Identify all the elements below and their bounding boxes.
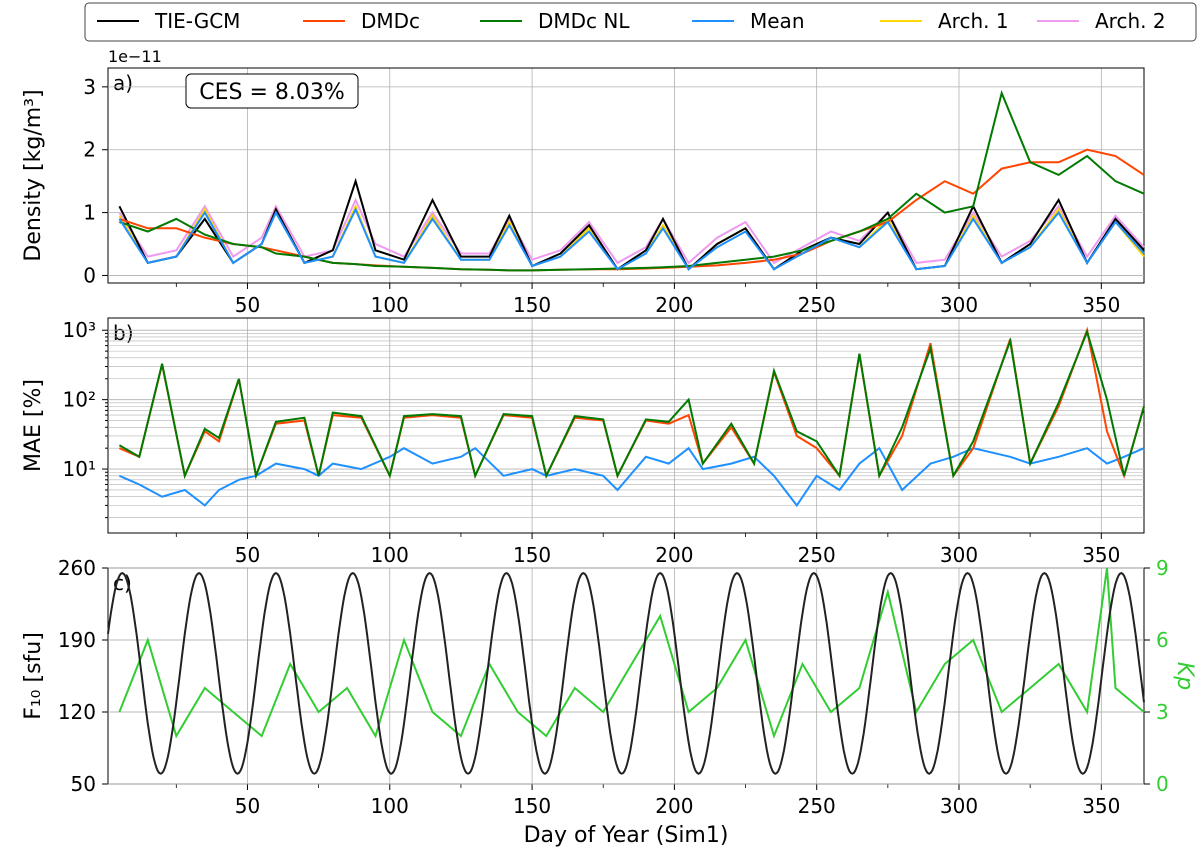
y-tick-label: 3 (83, 75, 96, 99)
x-tick-label: 100 (371, 293, 409, 317)
series-f10 (107, 571, 1145, 775)
y-right-axis-label: Kp (1172, 662, 1197, 690)
ces-annotation: CES = 8.03% (185, 73, 359, 109)
y-tick-label: 0 (83, 263, 96, 287)
y-tick-label: 50 (71, 772, 96, 796)
offset-label: 1e−11 (108, 47, 162, 66)
x-tick-label: 200 (655, 543, 693, 567)
x-tick-label: 200 (655, 794, 693, 818)
series-kp (118, 567, 1145, 740)
legend-label-0: TIE-GCM (154, 9, 240, 33)
y-axis-label: F₁₀ [sfu] (21, 632, 46, 720)
y-tick-label: 10² (63, 388, 96, 412)
y-axis-label: Density [kg/m³] (21, 89, 46, 261)
x-tick-label: 100 (371, 794, 409, 818)
legend-label-2: DMDc NL (538, 9, 630, 33)
legend: TIE-GCM DMDc DMDc NL Mean Arch. 1 Arch. 2 (84, 2, 1197, 42)
axes-frame (107, 317, 1145, 534)
panel-b-mae: 50 100 150 200 250 300 350 b) 10¹ 10² 10³ MAE [%] (21, 317, 1145, 567)
annotation-box (185, 73, 359, 109)
y-tick-label: 10¹ (63, 457, 96, 481)
legend-label-5: Arch. 2 (1095, 9, 1166, 33)
series-mean (118, 446, 1145, 508)
legend-label-1: DMDc (361, 9, 420, 33)
x-axis-label: Day of Year (Sim1) (524, 823, 729, 848)
legend-label-3: Mean (750, 9, 805, 33)
series-dmdc-nl (118, 328, 1145, 480)
x-tick-label: 150 (513, 543, 551, 567)
annotation-text: CES = 8.03% (199, 80, 345, 105)
y-tick-label: 190 (58, 628, 96, 652)
x-tick-label: 150 (513, 293, 551, 317)
panel-label: b) (113, 321, 134, 345)
y-tick-label: 260 (58, 556, 96, 580)
x-tick-label: 250 (798, 293, 836, 317)
axes-frame (107, 567, 1145, 785)
x-tick-label: 50 (235, 543, 260, 567)
y-right-tick-label: 9 (1156, 556, 1169, 580)
x-tick-label: 150 (513, 794, 551, 818)
panel-a-density: 50 100 150 200 250 300 350 a) 0 1 2 3 1e−11 Density [… (21, 47, 1145, 317)
panel-c-f10-kp: 50 100 150 200 250 300 350 c) 50 120 190 260 0 3 6 9 F₁₀… (21, 556, 1197, 848)
legend-frame (84, 2, 1197, 42)
x-tick-label: 250 (798, 543, 836, 567)
y-right-tick-label: 3 (1156, 700, 1169, 724)
y-tick-label: 120 (58, 700, 96, 724)
series-mean (118, 206, 1145, 271)
y-axis-label: MAE [%] (21, 379, 46, 472)
x-tick-label: 100 (371, 543, 409, 567)
x-tick-label: 50 (235, 293, 260, 317)
axes-frame (107, 67, 1145, 284)
x-tick-label: 250 (798, 794, 836, 818)
x-tick-label: 300 (940, 543, 978, 567)
y-right-tick-label: 6 (1156, 628, 1169, 652)
y-right-tick-label: 0 (1156, 772, 1169, 796)
x-tick-label: 350 (1082, 794, 1120, 818)
panel-label: a) (113, 71, 133, 95)
y-tick-label: 1 (83, 201, 96, 225)
panel-label: c) (113, 571, 132, 595)
y-tick-label: 10³ (63, 318, 96, 342)
x-tick-label: 350 (1082, 293, 1120, 317)
series-arch-2 (118, 197, 1145, 265)
x-tick-label: 300 (940, 293, 978, 317)
y-tick-label: 2 (83, 138, 96, 162)
x-tick-label: 300 (940, 794, 978, 818)
x-tick-label: 200 (655, 293, 693, 317)
legend-label-4: Arch. 1 (938, 9, 1009, 33)
x-tick-label: 350 (1082, 543, 1120, 567)
x-tick-label: 50 (235, 794, 260, 818)
